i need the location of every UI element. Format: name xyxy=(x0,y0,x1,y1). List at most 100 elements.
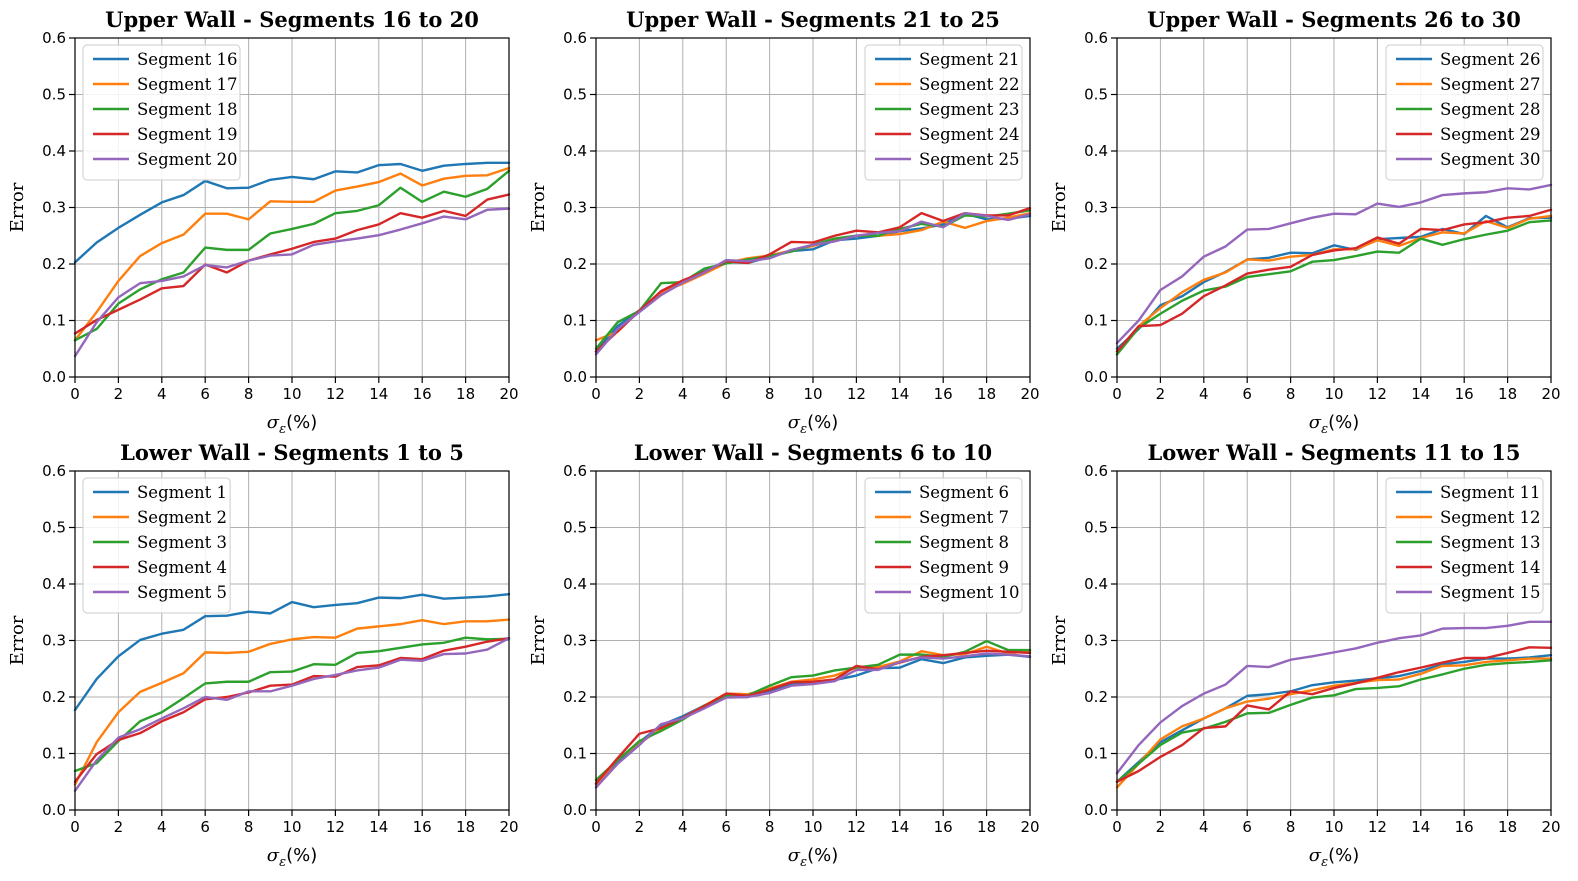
x-tick-label: 4 xyxy=(678,385,688,403)
series-line-segment-3 xyxy=(73,636,511,773)
series-line-segment-15 xyxy=(1115,620,1553,775)
series-line-segment-5 xyxy=(73,637,511,792)
legend-label: Segment 5 xyxy=(137,583,227,602)
x-tick-label: 14 xyxy=(369,385,388,403)
y-tick-label: 0.1 xyxy=(42,312,66,330)
x-tick-label: 0 xyxy=(591,818,601,836)
legend-label: Segment 14 xyxy=(1440,558,1541,577)
x-tick-label: 2 xyxy=(1156,385,1166,403)
x-tick-label: 0 xyxy=(70,818,80,836)
x-tick-label: 0 xyxy=(1112,385,1122,403)
x-tick-label: 20 xyxy=(1541,385,1560,403)
y-tick-label: 0.3 xyxy=(42,199,66,217)
x-tick-label: 10 xyxy=(803,385,822,403)
legend-label: Segment 30 xyxy=(1440,150,1541,169)
y-tick-label: 0.6 xyxy=(563,462,587,480)
legend-label: Segment 24 xyxy=(919,125,1020,144)
x-tick-label: 10 xyxy=(282,385,301,403)
y-tick-label: 0.4 xyxy=(1084,142,1108,160)
legend: Segment 11 Segment 12 Segment 13 Segment 14… xyxy=(1385,477,1544,614)
legend-label: Segment 23 xyxy=(919,100,1020,119)
legend-label: Segment 3 xyxy=(137,533,227,552)
x-tick-label: 2 xyxy=(114,385,124,403)
y-tick-label: 0.6 xyxy=(1084,462,1108,480)
x-tick-label: 2 xyxy=(635,818,645,836)
chart-panel-2: Upper Wall - Segments 21 to 25 0 2 4 6 8 10 12 1… xyxy=(528,7,1040,437)
legend-box xyxy=(864,44,1023,181)
y-tick-label: 0.0 xyxy=(42,801,66,819)
y-tick-label: 0.0 xyxy=(1084,368,1108,386)
x-tick-label: 0 xyxy=(70,385,80,403)
legend-label: Segment 22 xyxy=(919,75,1020,94)
x-tick-label: 16 xyxy=(1455,385,1474,403)
x-tick-label: 16 xyxy=(413,385,432,403)
series-line-segment-29 xyxy=(1115,208,1553,353)
chart-panel-4: Lower Wall - Segments 1 to 5 0 2 4 6 8 10 12 14 1… xyxy=(7,440,519,870)
series-line-segment-25 xyxy=(594,211,1032,356)
x-tick-label: 10 xyxy=(1324,385,1343,403)
x-tick-label: 14 xyxy=(369,818,388,836)
legend-label: Segment 6 xyxy=(919,483,1009,502)
legend-box xyxy=(1385,477,1544,614)
x-tick-label: 8 xyxy=(244,385,254,403)
legend-label: Segment 7 xyxy=(919,508,1009,527)
x-tick-label: 18 xyxy=(977,818,996,836)
y-axis-label: Error xyxy=(528,615,549,665)
chart-title: Lower Wall - Segments 11 to 15 xyxy=(1148,440,1521,465)
y-tick-label: 0.0 xyxy=(1084,801,1108,819)
x-tick-label: 4 xyxy=(157,818,167,836)
x-tick-label: 20 xyxy=(1541,818,1560,836)
legend-label: Segment 18 xyxy=(137,100,238,119)
y-tick-label: 0.4 xyxy=(42,575,66,593)
y-tick-label: 0.6 xyxy=(42,29,66,47)
x-tick-label: 8 xyxy=(765,385,775,403)
x-axis-label: σε(%) xyxy=(267,845,317,870)
series-line-segment-2 xyxy=(73,618,511,786)
series-line-segment-19 xyxy=(73,193,511,335)
x-tick-label: 6 xyxy=(721,818,731,836)
legend-label: Segment 26 xyxy=(1440,50,1541,69)
y-tick-label: 0.4 xyxy=(563,142,587,160)
y-tick-label: 0.4 xyxy=(563,575,587,593)
x-tick-label: 12 xyxy=(1368,385,1387,403)
series-line-segment-16 xyxy=(73,161,511,264)
legend-label: Segment 9 xyxy=(919,558,1009,577)
x-tick-label: 20 xyxy=(1020,385,1039,403)
chart-title: Upper Wall - Segments 21 to 25 xyxy=(626,7,1000,32)
legend-box xyxy=(82,477,231,614)
x-tick-label: 14 xyxy=(1411,385,1430,403)
x-tick-label: 0 xyxy=(1112,818,1122,836)
x-axis-label: σε(%) xyxy=(788,845,838,870)
legend: Segment 26 Segment 27 Segment 28 Segment 29… xyxy=(1385,44,1544,181)
legend-label: Segment 10 xyxy=(919,583,1020,602)
y-tick-label: 0.5 xyxy=(1084,519,1108,537)
legend: Segment 21 Segment 22 Segment 23 Segment 24… xyxy=(864,44,1023,181)
legend-label: Segment 25 xyxy=(919,150,1020,169)
y-axis-label: Error xyxy=(528,182,549,232)
y-tick-label: 0.3 xyxy=(42,632,66,650)
x-tick-label: 10 xyxy=(1324,818,1343,836)
x-axis-label: σε(%) xyxy=(1309,412,1359,437)
series-line-segment-30 xyxy=(1115,183,1553,345)
x-tick-label: 18 xyxy=(1498,385,1517,403)
series-line-segment-12 xyxy=(1115,657,1553,789)
x-tick-label: 8 xyxy=(244,818,254,836)
x-tick-label: 2 xyxy=(635,385,645,403)
x-tick-label: 20 xyxy=(1020,818,1039,836)
y-tick-label: 0.2 xyxy=(563,688,587,706)
y-tick-label: 0.5 xyxy=(563,86,587,104)
x-tick-label: 14 xyxy=(890,385,909,403)
x-tick-label: 16 xyxy=(413,818,432,836)
series-line-segment-11 xyxy=(1115,653,1553,783)
y-tick-label: 0.2 xyxy=(42,255,66,273)
legend: Segment 6 Segment 7 Segment 8 Segment 9 Segm… xyxy=(864,477,1023,614)
y-tick-label: 0.2 xyxy=(1084,688,1108,706)
x-tick-label: 12 xyxy=(847,818,866,836)
y-axis-label: Error xyxy=(7,182,28,232)
x-tick-label: 12 xyxy=(326,385,345,403)
series-line-segment-1 xyxy=(73,592,511,712)
x-tick-label: 4 xyxy=(157,385,167,403)
series-line-segment-17 xyxy=(73,166,511,342)
legend-label: Segment 19 xyxy=(137,125,238,144)
